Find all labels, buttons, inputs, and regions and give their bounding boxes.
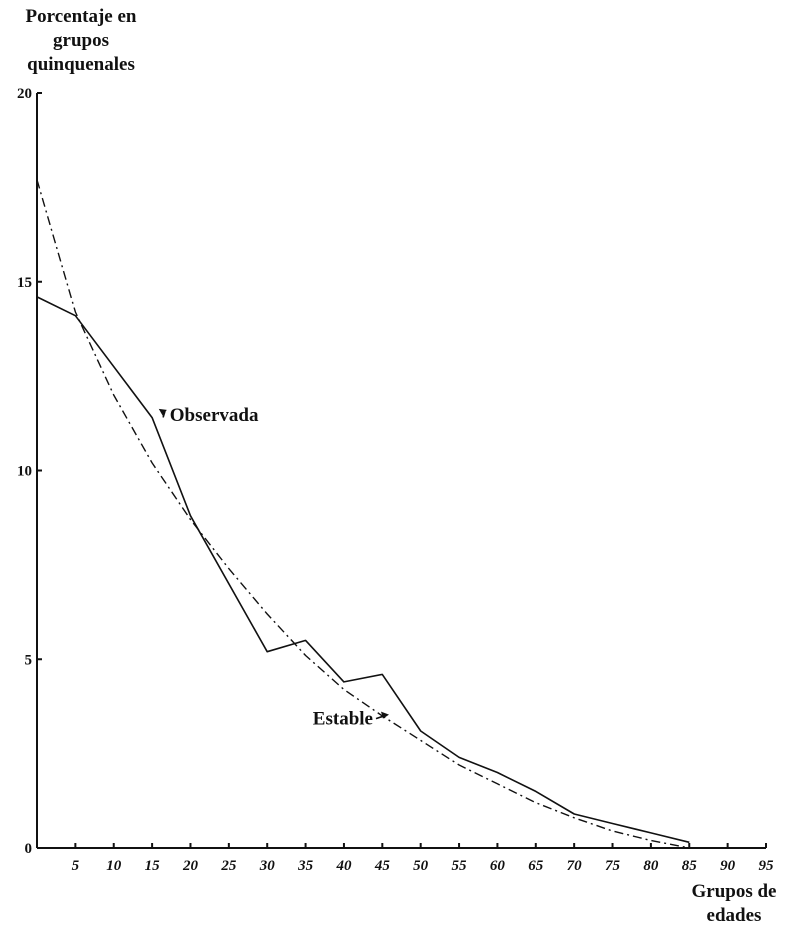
- x-tick-label: 50: [413, 858, 429, 874]
- y-tick-label: 5: [25, 652, 33, 668]
- x-axis-label: Grupos de edades: [692, 881, 777, 926]
- y-axis-label-line-1: Porcentaje en: [26, 6, 137, 27]
- x-tick-label: 65: [528, 858, 544, 874]
- y-ticks: 0 5 10 15 20: [17, 86, 42, 857]
- x-tick-label: 80: [643, 858, 659, 874]
- estable-arrow-head: [380, 711, 389, 719]
- x-tick-label: 95: [759, 858, 775, 874]
- x-tick-label: 45: [374, 858, 391, 874]
- y-axis-label: Porcentaje en grupos quinquenales: [26, 6, 137, 75]
- x-tick-label: 55: [452, 858, 468, 874]
- annotations: Observada Estable: [158, 405, 389, 730]
- y-tick-label: 20: [17, 86, 32, 102]
- x-tick-label: 90: [720, 858, 736, 874]
- x-tick-label: 75: [605, 858, 621, 874]
- x-tick-label: 20: [182, 858, 199, 874]
- y-tick-label: 15: [17, 275, 32, 291]
- x-axis-label-line-1: Grupos de: [692, 881, 777, 902]
- y-axis-label-line-2: grupos: [53, 30, 109, 51]
- x-tick-label: 30: [259, 858, 276, 874]
- x-axis-label-line-2: edades: [707, 905, 762, 926]
- series-lines: [36, 179, 690, 849]
- x-tick-label: 60: [490, 858, 506, 874]
- y-tick-label: 10: [17, 464, 32, 480]
- x-tick-label: 25: [220, 858, 237, 874]
- x-tick-label: 70: [567, 858, 583, 874]
- y-axis-label-line-3: quinquenales: [27, 54, 135, 75]
- x-ticks: 5 10 15 20 25 30 35 40 45 50 55 60 65 70 75 80 85 90 95: [72, 843, 774, 874]
- x-tick-label: 15: [145, 858, 161, 874]
- y-tick-label: 0: [25, 841, 33, 857]
- x-tick-label: 40: [335, 858, 352, 874]
- series-line-observada: [36, 296, 690, 844]
- observada-arrow-head: [158, 408, 167, 416]
- x-tick-label: 5: [72, 858, 80, 874]
- x-tick-label: 35: [297, 858, 314, 874]
- x-tick-label: 85: [682, 858, 698, 874]
- series-line-estable: [36, 179, 690, 849]
- x-tick-label: 10: [106, 858, 122, 874]
- annotation-estable: Estable: [313, 709, 373, 730]
- annotation-observada: Observada: [170, 405, 259, 426]
